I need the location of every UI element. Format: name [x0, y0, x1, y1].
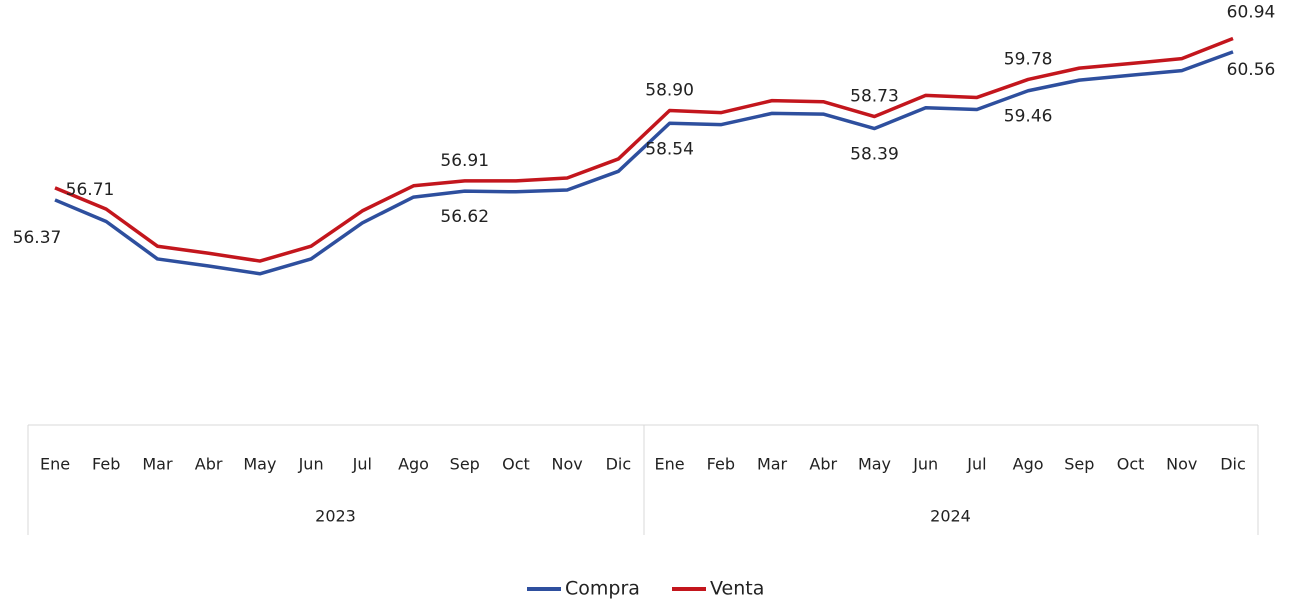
line — [54, 50, 1234, 276]
group-label: 2024 — [930, 507, 971, 526]
x-tick-label: Feb — [707, 455, 735, 474]
x-tick-label: May — [243, 455, 276, 474]
x-tick-label: Jul — [352, 455, 372, 474]
x-tick-label: Oct — [502, 455, 530, 474]
line — [54, 36, 1234, 263]
x-tick-label: Abr — [195, 455, 223, 474]
data-label: 59.78 — [1004, 49, 1053, 69]
x-tick-label: Feb — [92, 455, 120, 474]
data-label: 58.73 — [850, 87, 899, 107]
x-tick-label: Jul — [966, 455, 986, 474]
x-tick-label: Jun — [912, 455, 938, 474]
x-tick-label: Dic — [1220, 455, 1246, 474]
x-tick-label: May — [858, 455, 891, 474]
x-tick-label: Ene — [655, 455, 685, 474]
x-tick-label: Mar — [142, 455, 173, 474]
data-label: 56.91 — [440, 151, 489, 171]
x-tick-label: Abr — [809, 455, 837, 474]
data-label: 58.54 — [645, 139, 694, 159]
legend-label: Compra — [565, 578, 640, 600]
x-tick-label: Mar — [757, 455, 788, 474]
x-tick-label: Sep — [450, 455, 480, 474]
x-tick-label: Jun — [298, 455, 324, 474]
data-label: 56.37 — [13, 228, 62, 248]
x-tick-label: Dic — [606, 455, 632, 474]
data-label: 58.39 — [850, 145, 899, 165]
data-label: 59.46 — [1004, 107, 1053, 127]
x-tick-label: Ene — [40, 455, 70, 474]
x-tick-label: Nov — [552, 455, 583, 474]
data-label: 60.56 — [1227, 60, 1276, 80]
x-tick-label: Ago — [1013, 455, 1044, 474]
data-label: 60.94 — [1227, 2, 1276, 22]
x-tick-label: Sep — [1064, 455, 1094, 474]
data-label: 56.71 — [66, 180, 115, 200]
group-label: 2023 — [315, 507, 356, 526]
data-label: 56.62 — [440, 207, 489, 227]
x-tick-label: Nov — [1166, 455, 1197, 474]
data-label: 58.90 — [645, 81, 694, 101]
x-tick-label: Ago — [398, 455, 429, 474]
x-tick-label: Oct — [1117, 455, 1145, 474]
legend-label: Venta — [710, 578, 764, 600]
